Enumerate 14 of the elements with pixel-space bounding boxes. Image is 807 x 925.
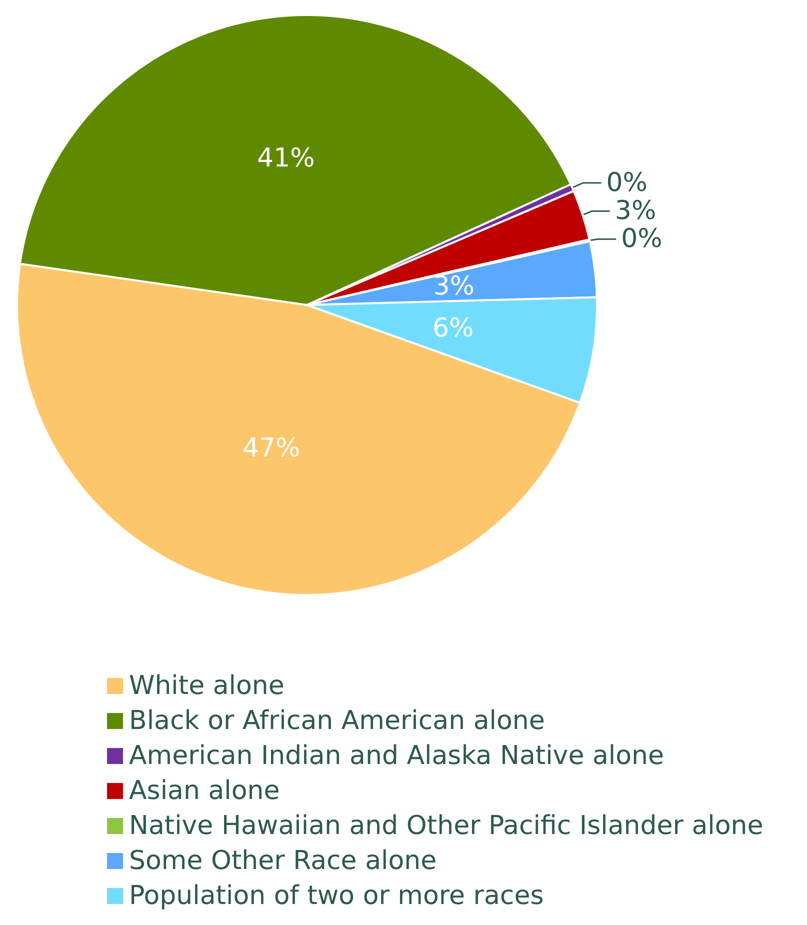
legend-label: White alone	[129, 671, 284, 701]
legend-label: Native Hawaiian and Other Pacific Islander alone	[129, 811, 764, 841]
data-label: 0%	[621, 224, 662, 254]
data-label: 41%	[256, 144, 315, 174]
data-label: 47%	[242, 434, 300, 464]
legend-label: Black or African American alone	[129, 706, 545, 736]
data-label: 0%	[606, 168, 648, 198]
legend-label: American Indian and Alaska Native alone	[129, 741, 664, 771]
legend-label: Population of two or more races	[129, 881, 544, 911]
legend-label: Asian alone	[129, 776, 280, 806]
data-label: 3%	[433, 272, 474, 302]
data-label: 6%	[432, 313, 474, 344]
legend-label: Some Other Race alone	[129, 846, 437, 876]
data-label: 3%	[614, 196, 656, 226]
